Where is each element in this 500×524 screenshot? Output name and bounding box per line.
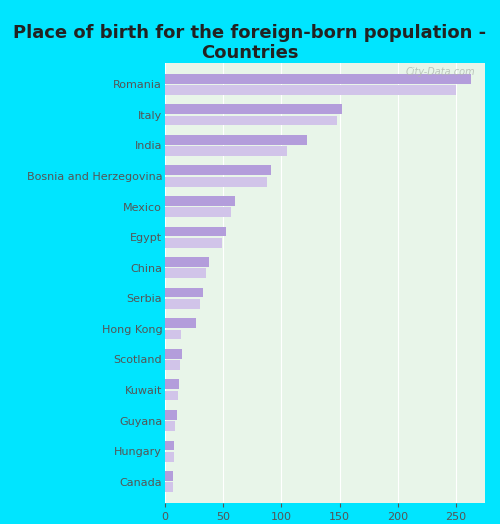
- Bar: [165, 166, 271, 175]
- Bar: [165, 391, 178, 400]
- Bar: [165, 116, 337, 125]
- Bar: [165, 452, 174, 462]
- Bar: [165, 441, 174, 450]
- Bar: [165, 379, 179, 389]
- Bar: [165, 104, 342, 114]
- Bar: [165, 135, 307, 145]
- Bar: [165, 421, 175, 431]
- Text: Place of birth for the foreign-born population -
Countries: Place of birth for the foreign-born popu…: [14, 24, 486, 62]
- Bar: [165, 360, 180, 370]
- Bar: [165, 288, 203, 298]
- Bar: [165, 349, 182, 358]
- Bar: [165, 471, 173, 481]
- Bar: [165, 410, 176, 420]
- Text: City-Data.com: City-Data.com: [406, 67, 475, 77]
- Bar: [165, 483, 173, 492]
- Bar: [165, 330, 182, 340]
- Bar: [165, 257, 209, 267]
- Bar: [165, 268, 205, 278]
- Bar: [165, 299, 200, 309]
- Bar: [165, 208, 232, 217]
- Bar: [165, 85, 456, 95]
- Bar: [165, 226, 226, 236]
- Bar: [165, 318, 196, 328]
- Bar: [165, 238, 222, 248]
- Bar: [165, 74, 471, 83]
- Bar: [165, 196, 235, 206]
- Bar: [165, 146, 287, 156]
- Bar: [165, 177, 268, 187]
